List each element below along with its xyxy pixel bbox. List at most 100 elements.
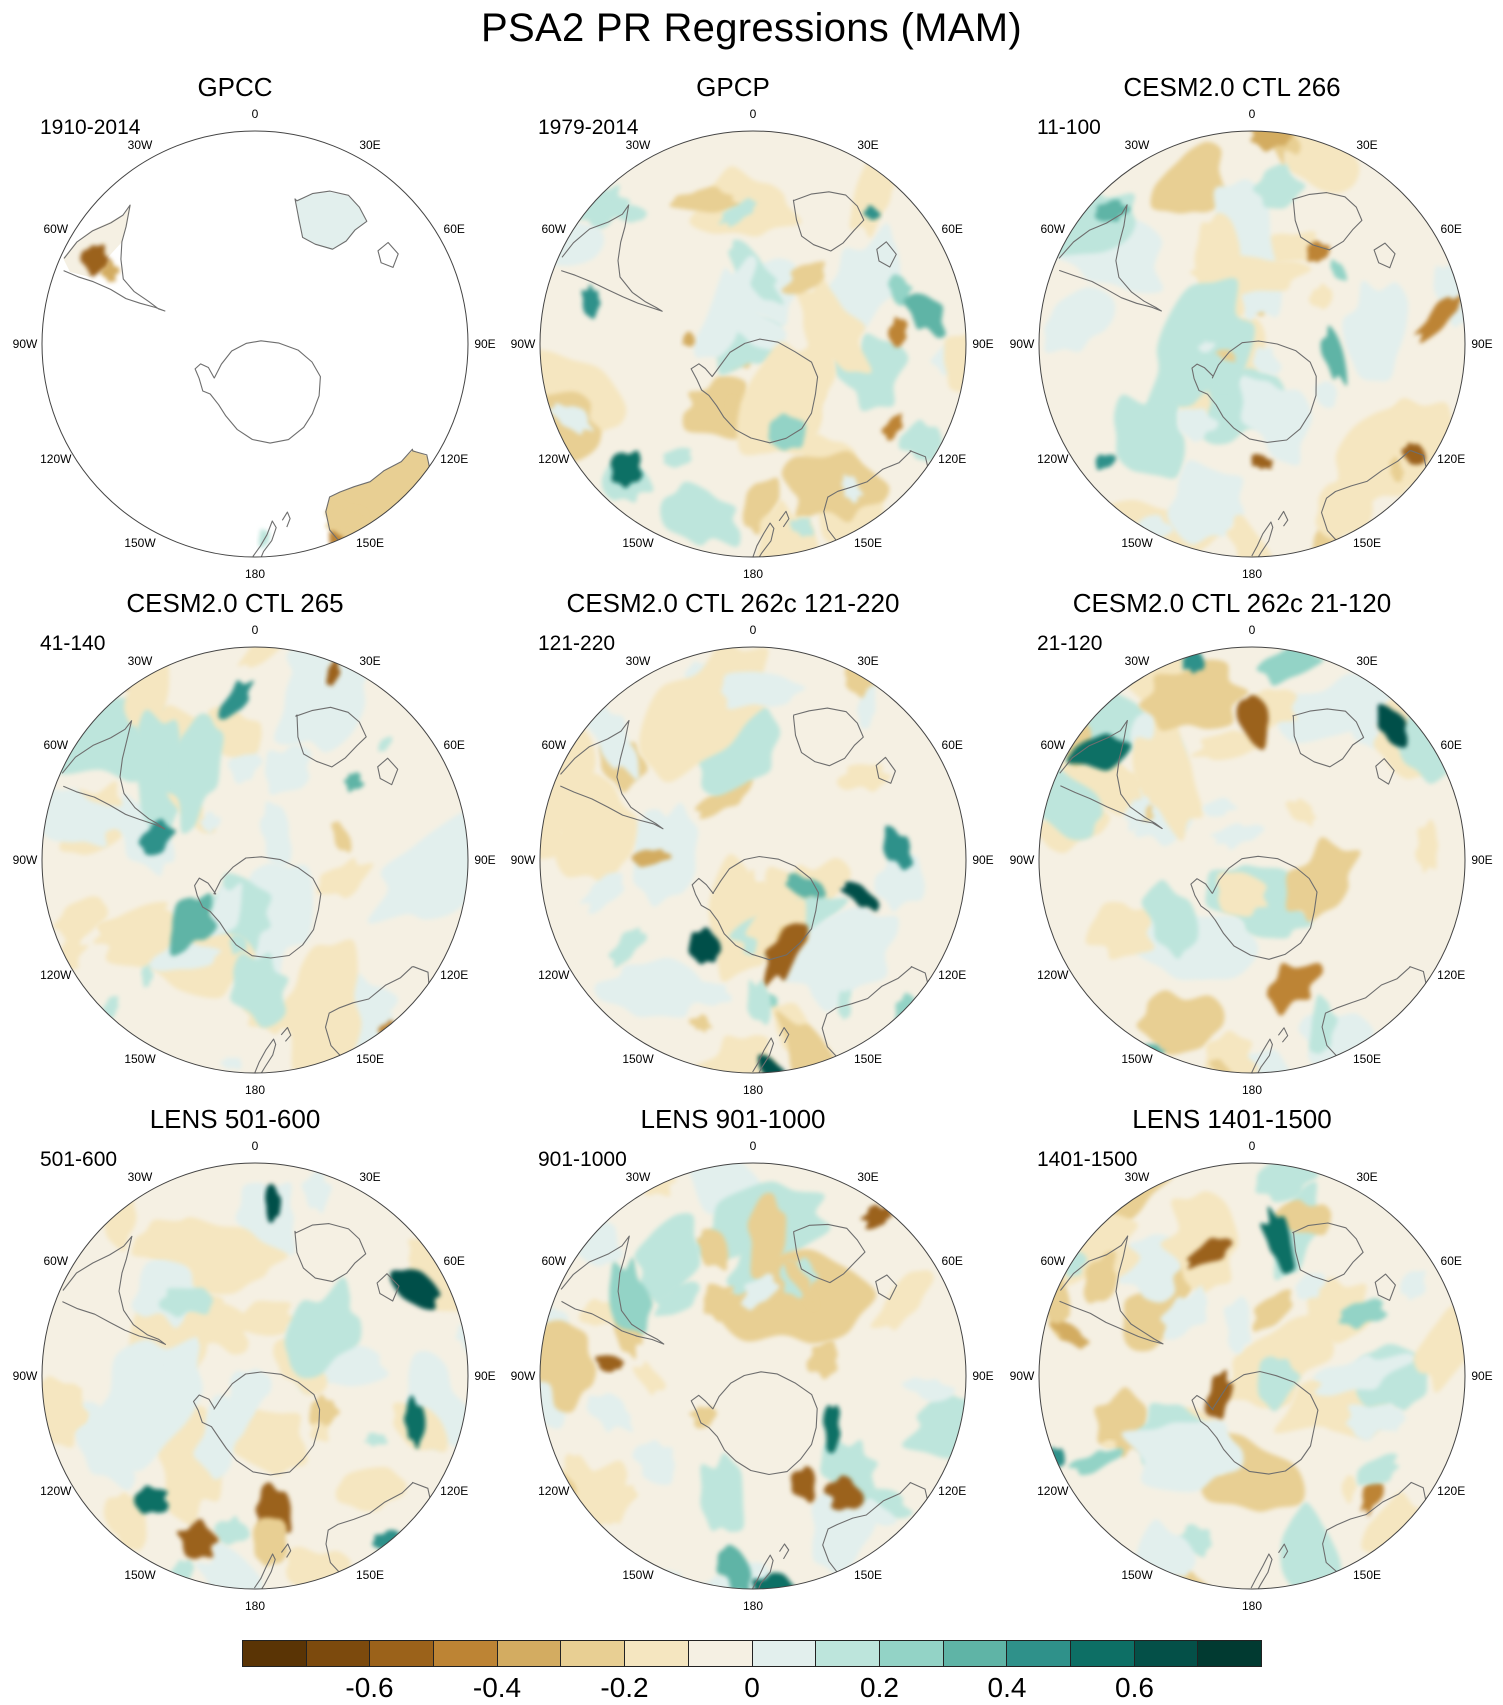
longitude-label: 30W xyxy=(1125,654,1150,668)
precip-anomaly-blob xyxy=(752,1572,801,1589)
precip-anomaly-blob xyxy=(1251,454,1274,470)
map-panel: GPCP 1979-2014 0 30W 30E 60W 60E 90W 90E 120W 120E… xyxy=(498,72,994,581)
precip-anomaly-blob xyxy=(1039,747,1103,841)
coastline xyxy=(252,520,277,557)
longitude-label: 150E xyxy=(356,1052,384,1066)
coastline xyxy=(751,1554,774,1589)
longitude-label: 120E xyxy=(938,1484,966,1498)
land-fill-region xyxy=(63,205,131,277)
precip-anomaly-blob xyxy=(888,316,908,348)
precip-anomaly-blob xyxy=(747,1192,787,1280)
colorbar-swatch xyxy=(370,1641,435,1666)
colorbar-swatch xyxy=(879,1641,944,1666)
precip-anomaly-blob xyxy=(1295,1273,1326,1300)
map-border xyxy=(1038,646,1466,1074)
precip-anomaly-blob xyxy=(252,1517,288,1567)
coastline xyxy=(194,856,322,959)
longitude-label: 60E xyxy=(444,1254,465,1268)
precip-anomaly-blob xyxy=(284,1277,362,1379)
longitude-label: 150E xyxy=(1353,1052,1381,1066)
precip-anomaly-blob xyxy=(141,964,154,988)
longitude-label: 60W xyxy=(1040,738,1065,752)
coastline xyxy=(1191,1370,1319,1475)
precip-anomaly-blob xyxy=(1249,131,1293,152)
precip-anomaly-blob xyxy=(167,1359,201,1382)
longitude-label: 150E xyxy=(854,1052,882,1066)
precip-anomaly-blob xyxy=(199,811,221,835)
polar-map: 0 30W 30E 60W 60E 90W 90E 120W 120E 150W 150E 180 xyxy=(13,623,496,1097)
precip-anomaly-blob xyxy=(1377,704,1408,748)
precip-anomaly-blob xyxy=(841,474,864,504)
map-border xyxy=(1038,1162,1466,1590)
coastline xyxy=(280,1026,292,1042)
longitude-label: 90E xyxy=(972,1369,993,1383)
precip-anomaly-blob xyxy=(1094,771,1145,791)
precip-anomaly-blob xyxy=(1252,1289,1293,1332)
colorbar-tick-label: 0 xyxy=(744,1672,760,1703)
precip-anomaly-blob xyxy=(903,293,946,339)
longitude-label: 90E xyxy=(972,337,993,351)
map-panel: CESM2.0 CTL 265 41-140 0 30W 30E 60W 60E 90W 90E… xyxy=(0,588,496,1097)
precip-anomaly-blob xyxy=(134,1485,169,1514)
precip-anomaly-blob xyxy=(220,1056,242,1070)
longitude-label: 120E xyxy=(1437,452,1465,466)
precip-anomaly-blob xyxy=(1202,797,1238,817)
precip-anomaly-blob xyxy=(823,1475,864,1511)
panel-title: LENS 1401-1500 xyxy=(1132,1104,1332,1134)
map-border xyxy=(539,130,967,558)
precip-anomaly-blob xyxy=(173,713,224,834)
precip-anomaly-blob xyxy=(231,1300,299,1336)
precip-anomaly-blob xyxy=(42,1382,89,1435)
colorbar-tick-label: 0.2 xyxy=(860,1672,899,1703)
colorbar-swatch xyxy=(434,1641,498,1666)
precip-anomaly-blob xyxy=(1389,455,1404,483)
precip-anomaly-blob xyxy=(654,1281,700,1317)
precip-anomaly-blob xyxy=(608,927,647,968)
longitude-label: 90W xyxy=(511,853,536,867)
map-panel: CESM2.0 CTL 262c 121-220 121-220 0 30W 30E 60… xyxy=(498,588,994,1097)
precip-anomaly-blob xyxy=(343,772,365,793)
precip-anomaly-blob xyxy=(789,517,814,537)
map-panel: LENS 1401-1500 1401-1500 0 30W 30E 60W 60E 90W 9… xyxy=(997,1104,1493,1613)
longitude-label: 180 xyxy=(743,1599,763,1613)
longitude-label: 60W xyxy=(541,738,566,752)
precip-anomaly-blob xyxy=(1360,1480,1384,1517)
longitude-label: 0 xyxy=(1249,1139,1256,1153)
longitude-label: 30W xyxy=(626,1170,651,1184)
longitude-label: 150W xyxy=(622,1568,654,1582)
longitude-label: 180 xyxy=(1242,1083,1262,1097)
precip-anomaly-blob xyxy=(1401,442,1426,465)
longitude-label: 150W xyxy=(622,536,654,550)
longitude-label: 150W xyxy=(1121,536,1153,550)
coastline xyxy=(194,340,321,444)
longitude-label: 150W xyxy=(124,1568,156,1582)
precip-anomaly-blob xyxy=(1308,283,1333,310)
polar-map: 0 30W 30E 60W 60E 90W 90E 120W 120E 150W 150E 180 xyxy=(13,107,496,581)
coastline xyxy=(280,1543,292,1558)
precip-anomaly-blob xyxy=(632,1440,676,1485)
longitude-label: 30E xyxy=(1356,654,1377,668)
precip-anomaly-blob xyxy=(1266,962,1323,1016)
longitude-label: 30W xyxy=(1125,138,1150,152)
longitude-label: 180 xyxy=(245,1083,265,1097)
precip-anomaly-blob xyxy=(1198,950,1240,979)
coastline xyxy=(1292,192,1363,251)
precip-anomaly-blob xyxy=(1307,241,1331,263)
precip-anomaly-blob xyxy=(595,1355,625,1373)
longitude-label: 60E xyxy=(942,1254,963,1268)
coastline xyxy=(62,1235,167,1345)
colorbar-swatch xyxy=(1134,1641,1199,1666)
longitude-label: 180 xyxy=(743,567,763,581)
precip-anomaly-blob xyxy=(718,197,757,228)
longitude-label: 90W xyxy=(1010,1369,1035,1383)
longitude-label: 120E xyxy=(938,968,966,982)
longitude-label: 30E xyxy=(857,1170,878,1184)
panel-period-label: 901-1000 xyxy=(538,1148,627,1171)
precip-anomaly-blob xyxy=(301,1170,332,1214)
colorbar-tick-label: 0.6 xyxy=(1115,1672,1154,1703)
longitude-label: 120E xyxy=(440,452,468,466)
map-border xyxy=(41,646,469,1074)
panel-title: CESM2.0 CTL 266 xyxy=(1123,72,1341,102)
polar-map: 0 30W 30E 60W 60E 90W 90E 120W 120E 150W 150E 180 xyxy=(511,107,994,581)
longitude-label: 120W xyxy=(538,968,570,982)
